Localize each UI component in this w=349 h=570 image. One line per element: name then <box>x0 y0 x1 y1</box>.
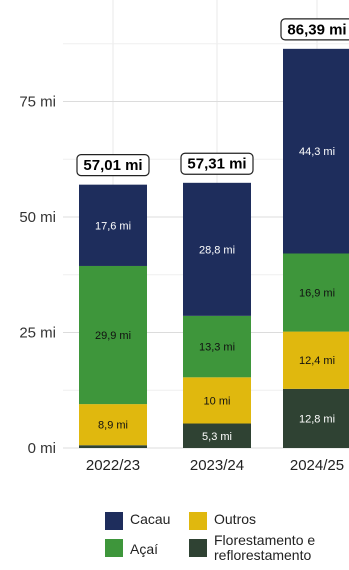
stacked-bar-chart: 0 mi 25 mi 50 mi 75 mi 8,9 mi 29,9 mi 17,6 mi… <box>19 0 349 474</box>
segment-value-label: 28,8 mi <box>199 244 235 256</box>
bar-segment <box>79 265 147 405</box>
total-value-label: 86,39 mi <box>287 21 346 38</box>
legend-item-outros: Outros <box>189 512 256 530</box>
total-value-label: 57,01 mi <box>83 157 142 174</box>
bar-segment <box>183 423 251 448</box>
legend-swatch <box>105 539 123 557</box>
bar-segment <box>183 377 251 424</box>
segment-value-label: 12,8 mi <box>299 413 335 425</box>
bar-segment <box>283 48 349 254</box>
x-axis: 2022/23 2023/24 2024/25 <box>86 457 344 474</box>
legend-swatch <box>189 539 207 557</box>
segment-value-label: 10 mi <box>204 395 231 407</box>
bar-segment <box>283 253 349 332</box>
bar-segment <box>283 331 349 389</box>
total-label-box <box>280 18 349 41</box>
legend-swatch <box>189 512 207 530</box>
legend-label: Cacau <box>130 511 171 527</box>
x-tick-label: 2024/25 <box>290 457 344 474</box>
legend-item-florestamento: Florestamento e reflorestamento <box>189 533 315 563</box>
x-tick-label: 2022/23 <box>86 457 140 474</box>
legend-label: Açaí <box>130 541 159 557</box>
total-label-box <box>180 152 254 175</box>
legend-swatch <box>105 512 123 530</box>
total-label-box <box>76 154 150 177</box>
y-axis: 0 mi 25 mi 50 mi 75 mi <box>19 94 56 458</box>
segment-value-label: 17,6 mi <box>95 220 131 232</box>
bar-segment <box>283 388 349 448</box>
bar-segment <box>79 445 147 448</box>
bar-stack: 5,3 mi 10 mi 13,3 mi 28,8 mi 57,31 mi <box>180 152 254 448</box>
bar-segment <box>183 315 251 378</box>
y-tick-label: 50 mi <box>19 209 56 226</box>
legend: Cacau Outros Açaí Florestamento e reflor… <box>105 512 349 570</box>
y-tick-label: 75 mi <box>19 94 56 111</box>
bars: 8,9 mi 29,9 mi 17,6 mi 57,01 mi 5,3 mi 10 mi 1… <box>76 18 349 448</box>
bar-stack: 8,9 mi 29,9 mi 17,6 mi 57,01 mi <box>76 154 150 448</box>
segment-value-label: 12,4 mi <box>299 355 335 367</box>
segment-value-label: 13,3 mi <box>199 342 235 354</box>
legend-item-cacau: Cacau <box>105 512 170 530</box>
bar-stack: 12,8 mi 12,4 mi 16,9 mi 44,3 mi 86,39 mi <box>280 18 349 448</box>
legend-label: Florestamento e reflorestamento <box>214 532 316 563</box>
bar-segment <box>183 182 251 316</box>
bar-segment <box>79 404 147 446</box>
segment-value-label: 29,9 mi <box>95 330 131 342</box>
bar-segment <box>79 184 147 266</box>
segment-value-label: 8,9 mi <box>98 420 128 432</box>
total-value-label: 57,31 mi <box>187 156 246 173</box>
y-tick-label: 0 mi <box>28 440 56 457</box>
y-tick-label: 25 mi <box>19 325 56 342</box>
legend-label: Outros <box>214 511 257 527</box>
segment-value-label: 5,3 mi <box>202 431 232 443</box>
legend-item-acai: Açaí <box>105 539 158 557</box>
segment-value-label: 16,9 mi <box>299 288 335 300</box>
x-tick-label: 2023/24 <box>190 457 244 474</box>
segment-value-label: 44,3 mi <box>299 146 335 158</box>
